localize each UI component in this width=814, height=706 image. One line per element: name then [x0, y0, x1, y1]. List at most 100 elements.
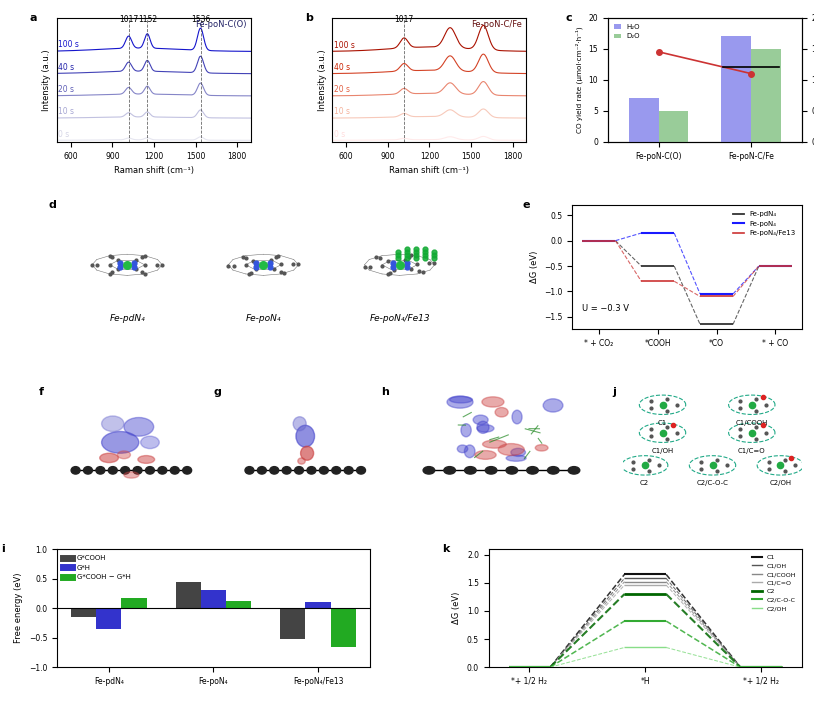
Y-axis label: Intensity (a.u.): Intensity (a.u.)	[42, 49, 51, 111]
X-axis label: Raman shift (cm⁻¹): Raman shift (cm⁻¹)	[114, 166, 194, 175]
Text: U = −0.3 V: U = −0.3 V	[582, 304, 628, 313]
Circle shape	[568, 467, 580, 474]
Ellipse shape	[100, 453, 118, 462]
Bar	[176, 582, 201, 608]
Ellipse shape	[498, 443, 524, 455]
Text: k: k	[442, 544, 449, 554]
Ellipse shape	[477, 425, 494, 432]
Circle shape	[158, 467, 167, 474]
Text: j: j	[613, 387, 616, 397]
Legend: H₂O, D₂O: H₂O, D₂O	[611, 21, 643, 42]
Ellipse shape	[536, 445, 548, 451]
Circle shape	[257, 467, 266, 474]
Text: C1: C1	[658, 419, 667, 426]
Ellipse shape	[124, 417, 154, 436]
Ellipse shape	[300, 446, 313, 460]
Bar	[121, 598, 147, 608]
Text: a: a	[30, 13, 37, 23]
Text: i: i	[1, 544, 4, 554]
Text: 20 s: 20 s	[58, 85, 74, 94]
Text: C1/COOH: C1/COOH	[736, 419, 768, 426]
Ellipse shape	[102, 431, 139, 453]
Bar	[96, 608, 121, 629]
Circle shape	[96, 467, 105, 474]
Ellipse shape	[138, 455, 155, 463]
Ellipse shape	[482, 397, 504, 407]
Text: 40 s: 40 s	[58, 63, 74, 72]
Text: Fe-poN-C(O): Fe-poN-C(O)	[195, 20, 247, 29]
Bar	[226, 601, 251, 608]
Text: e: e	[522, 201, 530, 210]
Circle shape	[307, 467, 316, 474]
Text: f: f	[39, 387, 44, 397]
Text: C2: C2	[640, 480, 650, 486]
Ellipse shape	[124, 472, 139, 478]
Text: 1017: 1017	[395, 15, 414, 24]
Text: g: g	[213, 387, 221, 397]
Text: C2/OH: C2/OH	[769, 480, 791, 486]
Bar	[721, 36, 751, 142]
Ellipse shape	[457, 445, 468, 453]
Ellipse shape	[543, 399, 563, 412]
Y-axis label: Intensity (a.u.): Intensity (a.u.)	[317, 49, 327, 111]
Text: Fe-poN₄: Fe-poN₄	[246, 314, 281, 323]
Ellipse shape	[477, 421, 489, 433]
Circle shape	[71, 467, 80, 474]
Text: C1/C=O: C1/C=O	[738, 448, 766, 454]
Text: 20 s: 20 s	[334, 85, 349, 94]
Circle shape	[465, 467, 476, 474]
Ellipse shape	[512, 410, 522, 424]
Bar	[330, 608, 356, 647]
Ellipse shape	[506, 455, 526, 461]
Circle shape	[295, 467, 304, 474]
Text: h: h	[382, 387, 389, 397]
Text: 10 s: 10 s	[58, 107, 74, 116]
Circle shape	[527, 467, 538, 474]
Ellipse shape	[464, 445, 475, 457]
Text: 1152: 1152	[138, 15, 157, 24]
Circle shape	[133, 467, 142, 474]
Ellipse shape	[296, 425, 314, 447]
Circle shape	[332, 467, 341, 474]
Text: 1536: 1536	[190, 15, 210, 24]
Ellipse shape	[475, 450, 496, 460]
Bar	[201, 590, 226, 608]
Ellipse shape	[473, 415, 488, 424]
Bar	[71, 608, 96, 617]
Text: 0 s: 0 s	[58, 130, 69, 138]
Text: Fe-pdN₄: Fe-pdN₄	[109, 314, 145, 323]
X-axis label: Raman shift (cm⁻¹): Raman shift (cm⁻¹)	[389, 166, 470, 175]
Ellipse shape	[495, 407, 508, 417]
Circle shape	[548, 467, 559, 474]
Bar	[305, 602, 330, 608]
Text: 100 s: 100 s	[58, 40, 79, 49]
Y-axis label: ΔG (eV): ΔG (eV)	[530, 251, 539, 284]
Text: Fe-poN-C/Fe: Fe-poN-C/Fe	[471, 20, 523, 29]
Ellipse shape	[293, 417, 306, 431]
Ellipse shape	[449, 397, 472, 403]
Ellipse shape	[511, 448, 526, 456]
Circle shape	[182, 467, 191, 474]
Legend: G*COOH, G*H, G*COOH − G*H: G*COOH, G*H, G*COOH − G*H	[60, 553, 133, 583]
Ellipse shape	[141, 436, 160, 448]
Circle shape	[170, 467, 179, 474]
Text: b: b	[305, 13, 313, 23]
Circle shape	[423, 467, 435, 474]
Circle shape	[444, 467, 456, 474]
Legend: C1, C1/OH, C1/COOH, C1/C=O, C2, C2/C-O-C, C2/OH: C1, C1/OH, C1/COOH, C1/C=O, C2, C2/C-O-C…	[750, 552, 799, 614]
Circle shape	[146, 467, 155, 474]
Bar	[751, 49, 781, 142]
Text: c: c	[565, 13, 571, 23]
Circle shape	[120, 467, 129, 474]
Bar	[280, 608, 305, 639]
Ellipse shape	[117, 451, 130, 459]
Text: 10 s: 10 s	[334, 107, 349, 116]
Text: 40 s: 40 s	[334, 63, 350, 72]
Legend: Fe-pdN₄, Fe-poN₄, Fe-poN₄/Fe13: Fe-pdN₄, Fe-poN₄, Fe-poN₄/Fe13	[730, 209, 799, 239]
Ellipse shape	[447, 396, 473, 408]
Text: 1017: 1017	[119, 15, 138, 24]
Text: 100 s: 100 s	[334, 41, 354, 49]
Y-axis label: Free energy (eV): Free energy (eV)	[14, 573, 24, 643]
Circle shape	[319, 467, 328, 474]
Circle shape	[108, 467, 117, 474]
